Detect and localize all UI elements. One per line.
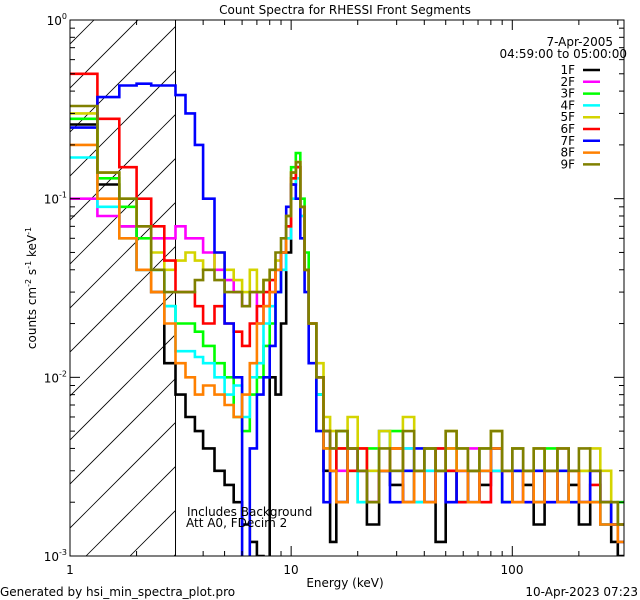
hatch-line xyxy=(70,25,176,133)
annotation: Att A0, FDecim 2 xyxy=(186,516,287,530)
footer-generated-by: Generated by hsi_min_spectra_plot.pro xyxy=(0,585,235,599)
annotation: Includes Background xyxy=(187,505,312,519)
x-tick-label: 1 xyxy=(66,563,74,577)
hatch-line xyxy=(70,20,139,89)
plot-frame xyxy=(69,19,625,557)
hatch-line xyxy=(70,157,176,265)
x-tick-label: 100 xyxy=(501,563,524,577)
y-tick-label: 100 xyxy=(47,12,67,28)
hatch-line xyxy=(70,245,176,353)
series-8F xyxy=(70,143,624,544)
chart-title: Count Spectra for RHESSI Front Segments xyxy=(219,3,471,17)
series-1F xyxy=(70,123,624,556)
y-axis-label: counts cm-2 s-1 keV-1 xyxy=(24,227,39,349)
date-label: 7-Apr-2005 xyxy=(546,35,613,49)
legend-label: 7F xyxy=(560,134,575,148)
legend-label: 3F xyxy=(560,87,575,101)
hatch-line xyxy=(70,421,176,529)
y-tick-label: 10-2 xyxy=(44,369,67,385)
time-range-label: 04:59:00 to 05:00:00 xyxy=(500,47,627,61)
hatch-line xyxy=(70,20,95,45)
hatch-line xyxy=(350,20,640,556)
series-group xyxy=(70,72,624,556)
hatch-line xyxy=(0,20,6,556)
hatch-line xyxy=(70,113,176,221)
legend-label: 6F xyxy=(560,122,575,136)
legend-label: 2F xyxy=(560,75,575,89)
legend-label: 4F xyxy=(560,98,575,112)
hatch-line xyxy=(70,333,176,441)
legend-label: 9F xyxy=(560,157,575,171)
shaded-region xyxy=(0,20,640,556)
series-9F xyxy=(70,104,624,526)
axis-ticks xyxy=(69,20,624,557)
hatch-line xyxy=(70,69,176,177)
x-axis-label: Energy (keV) xyxy=(306,576,383,590)
x-tick-label: 10 xyxy=(283,563,298,577)
hatch-line xyxy=(70,201,176,309)
legend-label: 1F xyxy=(560,63,575,77)
legend-label: 8F xyxy=(560,146,575,160)
footer-timestamp: 10-Apr-2023 07:23 xyxy=(525,585,638,599)
y-tick-label: 10-3 xyxy=(44,548,67,564)
hatch-line xyxy=(85,465,176,556)
legend-label: 5F xyxy=(560,110,575,124)
hatch-line xyxy=(70,377,176,485)
y-tick-label: 10-1 xyxy=(44,191,67,207)
hatch-line xyxy=(262,20,640,556)
